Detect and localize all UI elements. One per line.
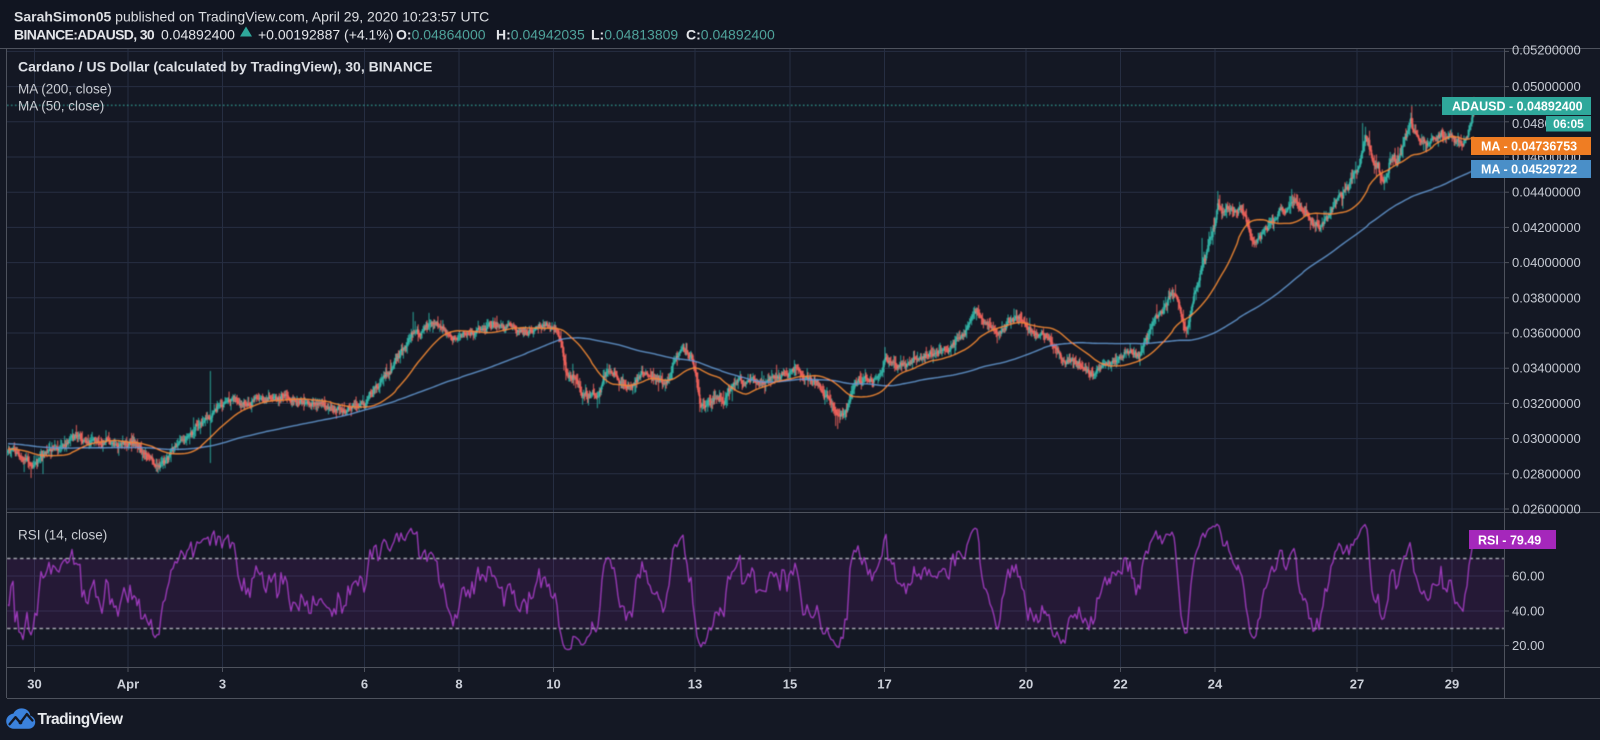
svg-text:0.04000000: 0.04000000: [1512, 255, 1581, 270]
svg-text:L:0.04813809: L:0.04813809: [591, 27, 678, 43]
svg-text:20.00: 20.00: [1512, 638, 1545, 653]
svg-text:MA - 0.04736753: MA - 0.04736753: [1481, 140, 1577, 154]
svg-text:C:0.04892400: C:0.04892400: [686, 27, 775, 43]
svg-text:3: 3: [219, 677, 226, 692]
svg-text:0.03800000: 0.03800000: [1512, 290, 1581, 305]
svg-text:0.05000000: 0.05000000: [1512, 79, 1581, 94]
svg-text:8: 8: [455, 677, 462, 692]
svg-text:SarahSimon05 published on Trad: SarahSimon05 published on TradingView.co…: [14, 9, 489, 25]
svg-text:22: 22: [1113, 677, 1127, 692]
svg-text:0.02600000: 0.02600000: [1512, 502, 1581, 517]
svg-text:0.02800000: 0.02800000: [1512, 466, 1581, 481]
svg-text:O:0.04864000: O:0.04864000: [396, 27, 486, 43]
svg-text:17: 17: [877, 677, 891, 692]
svg-text:MA (50, close): MA (50, close): [18, 99, 104, 114]
svg-text:27: 27: [1350, 677, 1364, 692]
svg-text:RSI (14, close): RSI (14, close): [18, 528, 107, 543]
svg-text:RSI - 79.49: RSI - 79.49: [1478, 534, 1541, 548]
svg-text:20: 20: [1019, 677, 1033, 692]
svg-text:40.00: 40.00: [1512, 604, 1545, 619]
svg-text:MA - 0.04529722: MA - 0.04529722: [1481, 163, 1577, 177]
svg-text:29: 29: [1445, 677, 1459, 692]
svg-text:0.03200000: 0.03200000: [1512, 396, 1581, 411]
svg-text:BINANCE:ADAUSD, 30: BINANCE:ADAUSD, 30: [14, 27, 155, 43]
svg-text:30: 30: [27, 677, 41, 692]
svg-text:TradingView: TradingView: [38, 711, 124, 728]
svg-text:0.03600000: 0.03600000: [1512, 326, 1581, 341]
svg-text:MA (200, close): MA (200, close): [18, 82, 112, 97]
svg-text:15: 15: [783, 677, 797, 692]
svg-text:Apr: Apr: [117, 677, 139, 692]
svg-text:06:05: 06:05: [1553, 117, 1584, 131]
svg-text:0.04892400: 0.04892400: [161, 27, 235, 43]
svg-text:0.03000000: 0.03000000: [1512, 431, 1581, 446]
svg-text:0.03400000: 0.03400000: [1512, 361, 1581, 376]
svg-text:+0.00192887 (+4.1%): +0.00192887 (+4.1%): [258, 27, 393, 43]
svg-text:0.04200000: 0.04200000: [1512, 220, 1581, 235]
svg-text:13: 13: [688, 677, 702, 692]
svg-text:0.05200000: 0.05200000: [1512, 43, 1581, 58]
svg-text:6: 6: [361, 677, 368, 692]
svg-text:ADAUSD - 0.04892400: ADAUSD - 0.04892400: [1452, 100, 1583, 114]
svg-text:H:0.04942035: H:0.04942035: [496, 27, 585, 43]
svg-text:24: 24: [1208, 677, 1223, 692]
svg-text:Cardano / US Dollar (calculate: Cardano / US Dollar (calculated by Tradi…: [18, 59, 432, 75]
svg-text:60.00: 60.00: [1512, 569, 1545, 584]
svg-text:0.04400000: 0.04400000: [1512, 185, 1581, 200]
svg-text:10: 10: [546, 677, 560, 692]
